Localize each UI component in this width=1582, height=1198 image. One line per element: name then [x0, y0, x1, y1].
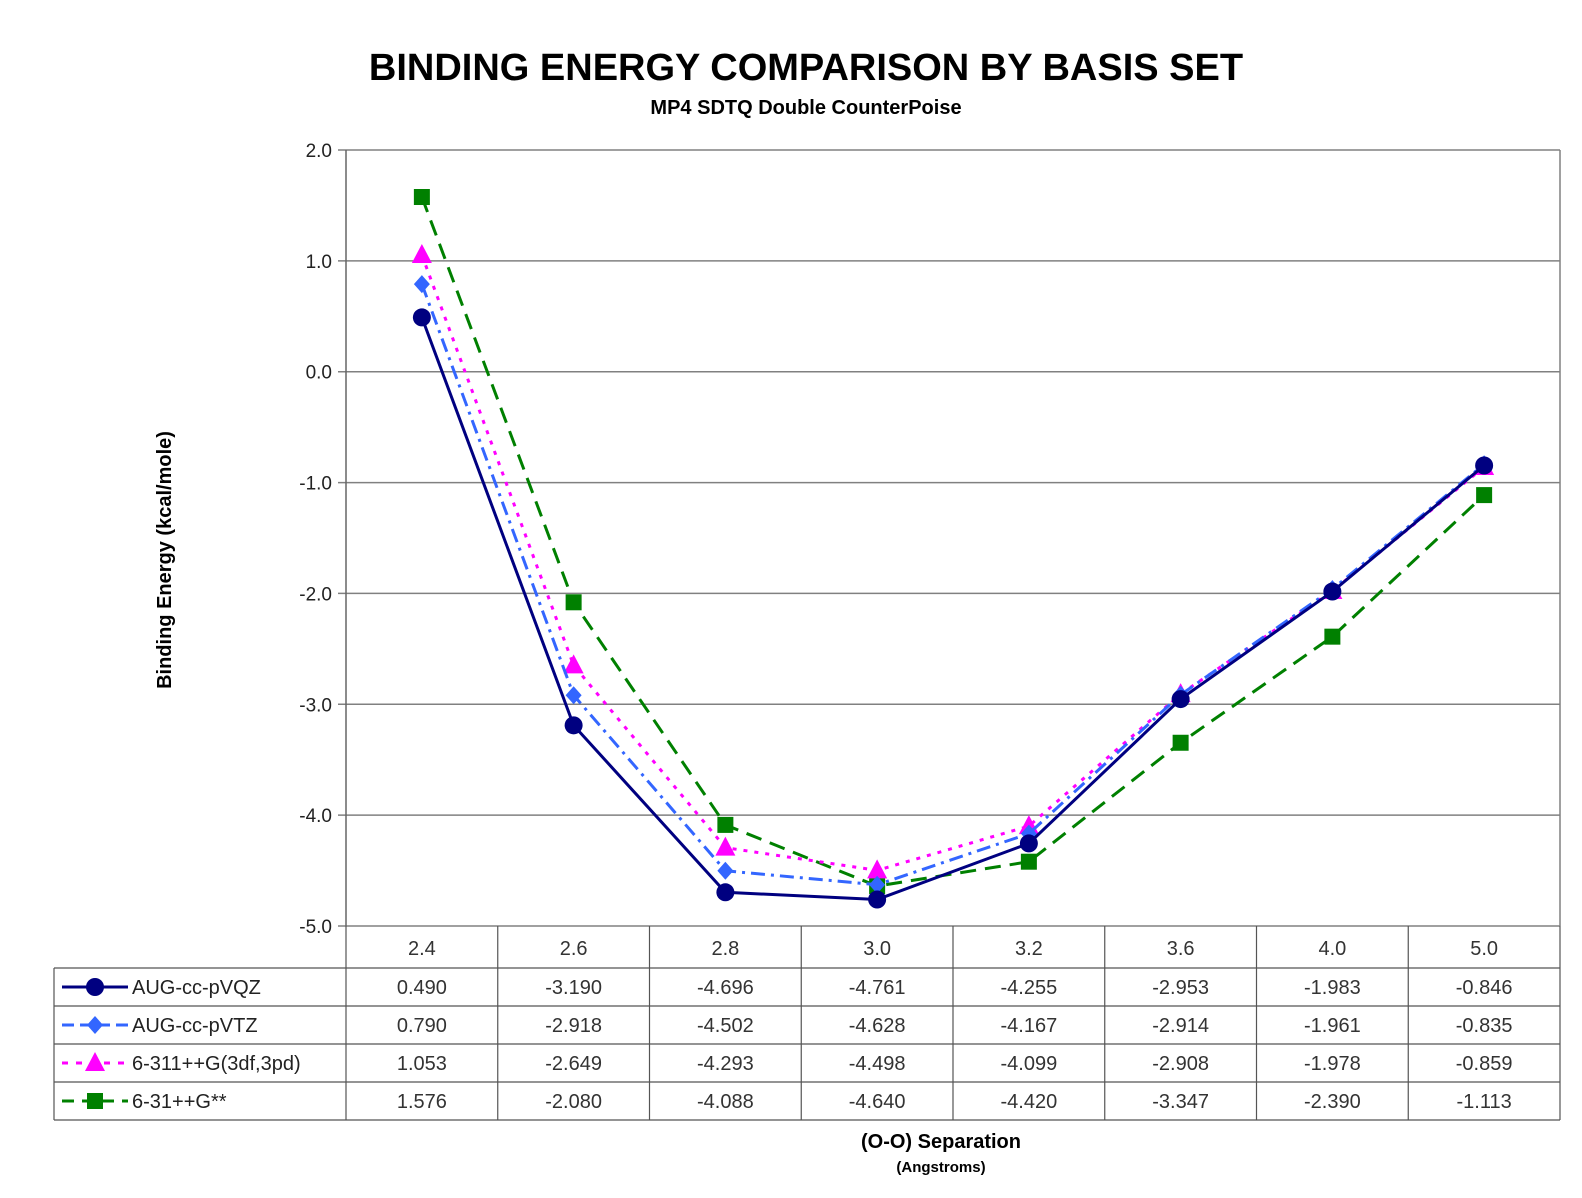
data-point: [1019, 834, 1038, 853]
table-cell-value: -1.113: [1457, 1091, 1512, 1113]
table-cell-value: -4.628: [849, 1015, 906, 1037]
data-point: [1476, 487, 1493, 504]
table-cell-value: -4.640: [849, 1091, 906, 1113]
y-axis-label: Binding Energy (kcal/mole): [154, 431, 176, 689]
table-cell-value: -4.498: [849, 1053, 906, 1075]
table-cell-value: -2.918: [545, 1015, 602, 1037]
table-cell-value: -4.099: [1001, 1053, 1058, 1075]
y-tick-label: -3.0: [299, 695, 332, 716]
table-cell-value: -4.420: [1001, 1091, 1058, 1113]
data-point: [1171, 690, 1190, 709]
table-cell-value: 1.053: [397, 1053, 447, 1075]
x-tick-label: 3.2: [1015, 938, 1043, 960]
table-cell-value: -2.390: [1304, 1091, 1361, 1113]
series-line: [420, 283, 1486, 887]
table-cell-value: -0.859: [1456, 1053, 1513, 1075]
data-point: [565, 686, 582, 705]
data-point: [1475, 456, 1494, 475]
series-line: [420, 316, 1486, 902]
x-axis-unit: (Angstroms): [896, 1159, 985, 1176]
table-cell-value: -4.167: [1001, 1015, 1058, 1037]
x-axis-label: (O-O) Separation: [861, 1131, 1021, 1153]
y-tick-label: 0.0: [306, 363, 332, 384]
x-tick-label: 4.0: [1318, 938, 1346, 960]
data-point: [565, 594, 582, 611]
data-point: [869, 875, 886, 894]
legend-key-marker: [85, 1052, 105, 1071]
plot-series: [411, 189, 1495, 909]
table-cell-value: -1.978: [1304, 1053, 1361, 1075]
gridlines: [338, 149, 1561, 927]
x-tick-label: 3.6: [1167, 938, 1195, 960]
data-point: [413, 275, 430, 294]
legend-series-name: 6-311++G(3df,3pd): [132, 1053, 301, 1075]
table-cell-value: 0.790: [397, 1015, 447, 1037]
chart-subtitle: MP4 SDTQ Double CounterPoise: [650, 97, 961, 119]
y-tick-label: -2.0: [299, 584, 332, 605]
table-cell-value: -3.190: [545, 977, 602, 999]
x-tick-label: 2.6: [560, 938, 588, 960]
series-line: [420, 254, 1486, 872]
y-tick-label: 1.0: [306, 252, 332, 273]
legend-series-name: AUG-cc-pVTZ: [132, 1015, 258, 1037]
data-point: [1172, 734, 1189, 751]
table-cell-value: -4.293: [697, 1053, 754, 1075]
data-point: [867, 859, 888, 879]
chart-title: BINDING ENERGY COMPARISON BY BASIS SET: [369, 47, 1243, 89]
table-cell-value: -2.908: [1152, 1053, 1209, 1075]
legend-key-marker: [87, 1016, 103, 1034]
y-tick-label: -4.0: [299, 806, 332, 827]
table-cell-value: -4.255: [1001, 977, 1058, 999]
table-cell-value: 1.576: [397, 1091, 447, 1113]
data-point: [717, 861, 734, 880]
series-line: [420, 196, 1486, 888]
table-cell-value: -2.649: [545, 1053, 602, 1075]
table-cell-value: -4.088: [697, 1091, 754, 1113]
data-point: [1323, 582, 1342, 601]
y-tick-label: -5.0: [299, 917, 332, 938]
data-point: [1324, 628, 1341, 645]
legend-key-marker: [86, 978, 104, 996]
table-cell-value: -0.835: [1456, 1015, 1513, 1037]
table-cell-value: -4.696: [697, 977, 754, 999]
y-axis-ticks: 2.0 1.0 0.0 -1.0 -2.0 -3.0 -4.0 -5.0: [299, 141, 332, 938]
table-cell-value: -4.761: [849, 977, 906, 999]
data-point: [413, 189, 430, 206]
legend-key-marker: [87, 1093, 103, 1109]
x-tick-label: 3.0: [863, 938, 891, 960]
legend-series-name: AUG-cc-pVQZ: [132, 977, 261, 999]
data-point: [1020, 853, 1037, 870]
table-cell-value: -3.347: [1152, 1091, 1209, 1113]
y-tick-label: -1.0: [299, 474, 332, 495]
x-tick-label: 5.0: [1470, 938, 1498, 960]
data-point: [716, 883, 735, 902]
table-cell-value: -2.953: [1152, 977, 1209, 999]
data-point: [715, 836, 736, 856]
x-tick-label: 2.4: [408, 938, 436, 960]
table-cell-value: -1.983: [1304, 977, 1361, 999]
data-point: [563, 654, 584, 674]
data-point: [564, 716, 583, 735]
table-cell-value: -2.080: [545, 1091, 602, 1113]
data-point: [411, 243, 432, 263]
table-cell-value: -4.502: [697, 1015, 754, 1037]
data-point: [717, 816, 734, 833]
y-tick-label: 2.0: [306, 141, 332, 162]
table-cell-value: -0.846: [1456, 977, 1513, 999]
legend-series-name: 6-31++G**: [132, 1091, 227, 1113]
data-point: [868, 890, 887, 909]
data-point: [412, 308, 431, 327]
table-cell-value: -2.914: [1152, 1015, 1209, 1037]
table-cell-value: -1.961: [1304, 1015, 1361, 1037]
table-cell-value: 0.490: [397, 977, 447, 999]
data-table: 2.4 2.6 2.8 3.0 3.2 3.6 4.0 5.0 AUG-cc-pVQZ 0.490…: [53, 926, 1561, 1121]
x-tick-label: 2.8: [711, 938, 739, 960]
